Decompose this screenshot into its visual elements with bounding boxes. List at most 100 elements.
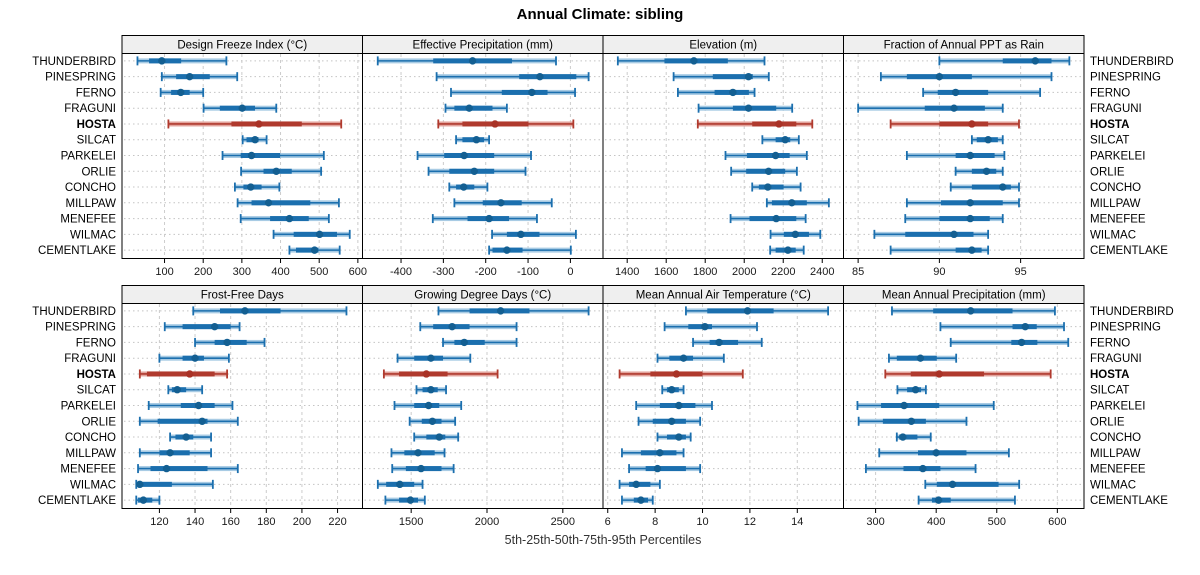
band-25-75 [971, 184, 1011, 190]
axis-tick-label: 0 [567, 266, 573, 278]
site-row-cementlake [845, 495, 1082, 505]
site-row-thunderbird [845, 56, 1082, 66]
site-row-thunderbird [605, 56, 842, 66]
site-label-left: PARKELEI [61, 151, 116, 163]
median-dot [406, 496, 415, 504]
site-row-silcat [124, 135, 361, 145]
band-25-75 [454, 105, 493, 111]
site-row-wilmac [364, 229, 601, 239]
band-25-75 [157, 418, 208, 424]
median-dot [729, 88, 737, 97]
site-row-ferno [605, 337, 842, 347]
site-row-millpaw [364, 448, 601, 458]
site-row-silcat [605, 135, 842, 145]
site-row-hosta [605, 119, 842, 129]
site-label-right: MENEFEE [1090, 214, 1146, 226]
band-25-75 [752, 121, 797, 127]
site-row-thunderbird [364, 306, 601, 316]
axis-caption: 5th-25th-50th-75th-95th Percentiles [504, 533, 702, 547]
median-dot [919, 464, 927, 473]
panel-growing-degree-days-c: Growing Degree Days (°C) 1500 2000 2500 [362, 285, 604, 528]
band-25-75 [910, 371, 985, 377]
median-dot [668, 417, 676, 425]
site-label-left: MILLPAW [66, 198, 117, 210]
band-25-75 [138, 481, 172, 487]
median-dot [1021, 322, 1029, 331]
site-row-orlie [605, 166, 842, 176]
site-label-right: CONCHO [1090, 182, 1141, 194]
site-row-fraguni [605, 353, 842, 363]
axis-tick-label: 400 [271, 266, 289, 278]
site-label-right: FERNO [1090, 337, 1130, 349]
axis-tick-label: 400 [927, 516, 945, 528]
site-row-fraguni [364, 103, 601, 113]
median-dot [690, 57, 698, 65]
median-dot [772, 214, 780, 223]
median-dot [715, 338, 723, 347]
site-row-concho [605, 432, 842, 442]
median-dot [966, 151, 974, 160]
median-dot [459, 183, 468, 191]
median-dot [934, 496, 943, 504]
site-row-silcat [845, 385, 1082, 395]
band-25-75 [688, 324, 712, 330]
site-label-right: FRAGUNI [1090, 103, 1142, 115]
median-dot [162, 464, 171, 473]
site-label-left: FRAGUNI [64, 103, 116, 115]
site-label-left: HOSTA [77, 119, 116, 131]
lattice-row-1: THUNDERBIRD THUNDERBIRD PINESPRING PINESPRI… [32, 35, 1174, 278]
median-dot [428, 417, 437, 425]
median-dot [771, 151, 780, 160]
median-dot [460, 338, 468, 347]
median-dot [485, 214, 493, 223]
site-label-right: FERNO [1090, 87, 1130, 99]
axis-tick-label: 6 [605, 516, 611, 528]
median-dot [315, 230, 324, 239]
band-25-75 [519, 74, 577, 80]
site-row-fraguni [124, 353, 361, 363]
median-dot [496, 307, 505, 315]
axis-tick-label: 100 [155, 266, 173, 278]
median-dot [932, 449, 940, 457]
median-dot [675, 401, 683, 410]
median-dot [679, 354, 688, 362]
median-dot [781, 136, 789, 144]
median-dot [247, 183, 255, 191]
median-dot [764, 167, 773, 175]
band-25-75 [293, 231, 337, 237]
site-row-ferno [364, 87, 601, 97]
site-label-right: SILCAT [1090, 135, 1129, 147]
x-axis: 300 400 500 600 [866, 508, 1067, 528]
median-dot [177, 88, 185, 97]
site-row-thunderbird [124, 306, 361, 316]
median-dot [223, 338, 231, 347]
site-label-right: PARKELEI [1090, 401, 1145, 413]
median-dot [968, 120, 976, 128]
panel-title: Frost-Free Days [201, 290, 284, 302]
median-dot [653, 464, 662, 473]
median-dot [935, 72, 944, 81]
median-dot [950, 104, 958, 112]
site-row-wilmac [605, 479, 842, 489]
band-25-75 [295, 247, 319, 253]
site-row-menefee [124, 214, 361, 224]
site-label-right: WILMAC [1090, 479, 1136, 491]
site-row-menefee [605, 464, 842, 474]
site-label-right: CONCHO [1090, 432, 1141, 444]
median-dot [656, 449, 664, 457]
panel-design-freeze-index-c: Design Freeze Index (°C) 100 200 300 400 500 6… [121, 35, 367, 278]
site-row-hosta [605, 369, 842, 379]
axis-tick-label: 120 [150, 516, 168, 528]
median-dot [191, 354, 199, 362]
band-25-75 [881, 403, 940, 408]
axis-tick-label: 12 [744, 516, 756, 528]
site-row-pinespring [364, 322, 601, 332]
axis-tick-label: -100 [517, 266, 539, 278]
band-25-75 [712, 74, 753, 80]
site-row-orlie [124, 166, 361, 176]
site-label-left: ORLIE [81, 166, 116, 178]
site-row-wilmac [124, 479, 361, 489]
site-row-menefee [605, 214, 842, 224]
median-dot [185, 370, 194, 378]
panel-effective-precipitation-mm: Effective Precipitation (mm) -400 -300 -200… [362, 35, 604, 278]
